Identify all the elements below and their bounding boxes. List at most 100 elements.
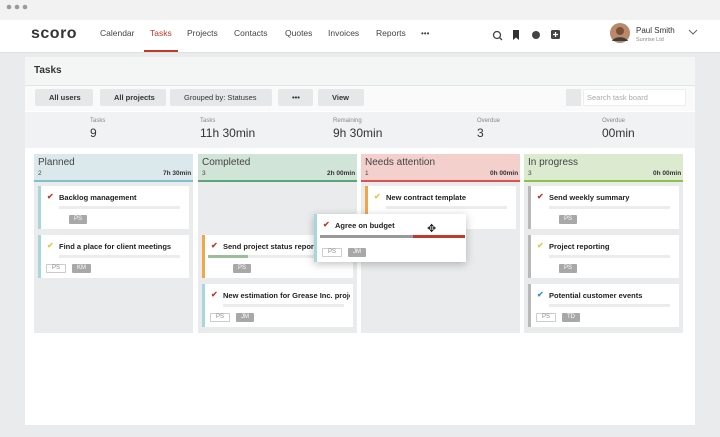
search-input[interactable]: Search task board	[583, 89, 686, 106]
nav-bar: scoro ••• Paul Smith Sunrise Ltd	[0, 20, 720, 53]
nav-item[interactable]: Projects	[187, 28, 218, 38]
check-icon[interactable]: ✔	[537, 192, 544, 201]
search-icon[interactable]	[492, 30, 503, 41]
column-title: Completed	[202, 157, 251, 168]
tag: PS	[46, 264, 67, 273]
stats-row	[25, 112, 695, 148]
active-indicator	[144, 50, 178, 52]
card-title: Find a place for client meetings	[59, 242, 172, 251]
column-duration: 0h 00min	[653, 170, 682, 177]
card-title: Agree on budget	[335, 221, 395, 230]
nav-item[interactable]: Tasks	[150, 28, 172, 38]
column-duration: 7h 30min	[163, 170, 192, 177]
tag: TD	[562, 313, 580, 322]
window-dots	[6, 4, 28, 10]
stat-value: 11h 30min	[200, 126, 256, 140]
nav-item[interactable]: Calendar	[100, 28, 135, 38]
column-title: In progress	[528, 157, 579, 168]
task-card[interactable]: ✔ Find a place for client meetings PS KM	[38, 235, 189, 278]
view-button[interactable]: View	[318, 89, 364, 106]
projects-filter[interactable]: All projects	[100, 89, 166, 106]
stat-label: Tasks	[90, 118, 106, 124]
browser-bar	[0, 0, 720, 21]
move-cursor: ✥	[427, 223, 437, 235]
check-icon[interactable]: ✔	[537, 241, 544, 250]
column-header	[34, 154, 193, 182]
stat-label: Remaining	[333, 118, 362, 124]
stat-label: Overdue	[602, 118, 626, 124]
users-filter[interactable]: All users	[35, 89, 93, 106]
column-count: 3	[528, 170, 532, 177]
tag: PS	[233, 264, 252, 273]
stat-label: Tasks	[200, 118, 216, 124]
page-title: Tasks	[34, 65, 62, 76]
column-header	[198, 154, 357, 182]
toolbar-more[interactable]: •••	[278, 89, 313, 106]
nav-more[interactable]: •••	[421, 29, 430, 38]
progress-bar	[549, 206, 670, 209]
user-company: Sunrise Ltd	[636, 37, 664, 43]
check-icon[interactable]: ✔	[47, 241, 54, 250]
task-card[interactable]: ✔ Agree on budget PS JM ✥	[314, 214, 466, 262]
progress-fill	[208, 255, 248, 258]
card-title: New estimation for Grease Inc. proje	[223, 291, 350, 300]
card-title: Send weekly summary	[549, 193, 630, 202]
nav-item[interactable]: Reports	[376, 28, 406, 38]
check-icon[interactable]: ✔	[211, 241, 218, 250]
tag: PS	[559, 264, 578, 273]
tag: KM	[72, 264, 91, 273]
stat-value: 00min	[602, 126, 635, 140]
column-title: Needs attention	[365, 157, 436, 168]
panel-header: Tasks	[25, 57, 695, 86]
tag: JM	[348, 248, 366, 257]
task-card[interactable]: ✔ Project reporting PS	[528, 235, 679, 278]
stat-value: 3	[477, 126, 484, 140]
progress-bar	[386, 206, 507, 209]
column-header	[524, 154, 683, 182]
column-count: 2	[38, 170, 42, 177]
task-card[interactable]: ✔ New estimation for Grease Inc. proje PS J…	[202, 284, 353, 327]
card-title: Send project status report	[223, 242, 317, 251]
check-icon[interactable]: ✔	[47, 192, 54, 201]
check-icon[interactable]: ✔	[323, 220, 330, 229]
tag: JM	[236, 313, 254, 322]
user-menu-chevron[interactable]	[688, 28, 698, 36]
tag: PS	[536, 313, 557, 322]
task-card[interactable]: ✔ Backlog management PS	[38, 186, 189, 229]
task-card[interactable]: ✔ Potential customer events PS TD	[528, 284, 679, 327]
column-count: 1	[365, 170, 369, 177]
column-duration: 0h 00min	[490, 170, 519, 177]
nav-item[interactable]: Contacts	[234, 28, 268, 38]
card-title: Project reporting	[549, 242, 610, 251]
check-icon[interactable]: ✔	[211, 290, 218, 299]
user-name[interactable]: Paul Smith	[636, 26, 675, 35]
card-title: Potential customer events	[549, 291, 643, 300]
progress-bar	[59, 255, 180, 258]
stat-value: 9	[90, 126, 97, 140]
notifications-icon[interactable]	[532, 31, 540, 39]
nav-item[interactable]: Invoices	[328, 28, 360, 38]
progress-bar	[59, 206, 180, 209]
column-header	[361, 154, 520, 182]
tag: PS	[69, 215, 88, 224]
grouping-label: Grouped by: Statuses	[184, 93, 257, 102]
tag: PS	[210, 313, 231, 322]
check-icon[interactable]: ✔	[537, 290, 544, 299]
search-toggle[interactable]	[566, 89, 581, 106]
bookmark-icon[interactable]	[513, 30, 519, 40]
avatar[interactable]	[609, 22, 631, 44]
tag: PS	[559, 215, 578, 224]
overdue-fill	[413, 235, 465, 238]
column-count: 3	[202, 170, 206, 177]
progress-bar	[223, 255, 344, 258]
card-title: Backlog management	[59, 193, 137, 202]
progress-bar	[223, 304, 344, 307]
check-icon[interactable]: ✔	[374, 192, 381, 201]
task-card[interactable]: ✔ Send weekly summary PS	[528, 186, 679, 229]
grouping-selector[interactable]: Grouped by: Statuses	[170, 89, 272, 106]
nav-item[interactable]: Quotes	[285, 28, 313, 38]
stat-label: Overdue	[477, 118, 501, 124]
logo[interactable]: scoro	[31, 25, 78, 42]
column-duration: 2h 00min	[327, 170, 356, 177]
